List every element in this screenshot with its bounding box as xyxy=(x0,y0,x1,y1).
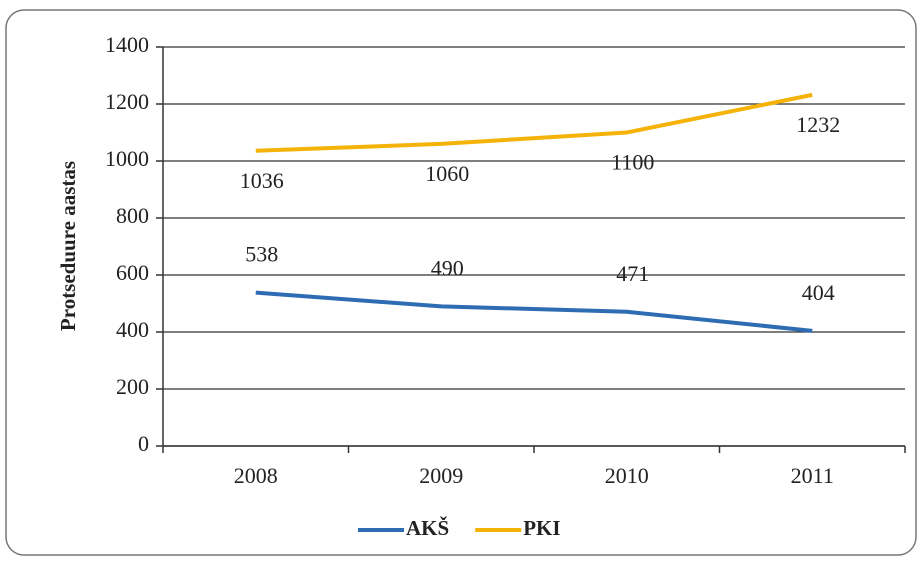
y-tick-label: 1400 xyxy=(105,32,149,57)
y-tick-label: 1000 xyxy=(105,146,149,171)
data-label: 1060 xyxy=(425,161,469,186)
data-label: 471 xyxy=(616,261,649,286)
y-axis-label: Protseduure aastas xyxy=(56,161,80,331)
data-label: 404 xyxy=(802,280,835,305)
x-tick-label: 2008 xyxy=(234,463,278,488)
y-tick-label: 800 xyxy=(116,203,149,228)
y-tick-label: 200 xyxy=(116,374,149,399)
data-label: 538 xyxy=(245,242,278,267)
series-line xyxy=(255,290,813,333)
y-tick-label: 400 xyxy=(116,317,149,342)
y-tick-label: 1200 xyxy=(105,89,149,114)
data-label: 1100 xyxy=(611,150,654,175)
x-tick-label: 2009 xyxy=(419,463,463,488)
chart-frame xyxy=(5,9,917,556)
legend-label: AKŠ xyxy=(406,516,449,540)
data-label: 1232 xyxy=(796,112,840,137)
y-tick-label: 600 xyxy=(116,260,149,285)
x-tick-label: 2010 xyxy=(605,463,649,488)
x-tick-label: 2011 xyxy=(791,463,834,488)
series-line xyxy=(255,92,813,153)
y-tick-label: 0 xyxy=(138,431,149,456)
data-label: 1036 xyxy=(240,168,284,193)
legend-label: PKI xyxy=(523,516,560,540)
data-label: 490 xyxy=(431,255,464,280)
